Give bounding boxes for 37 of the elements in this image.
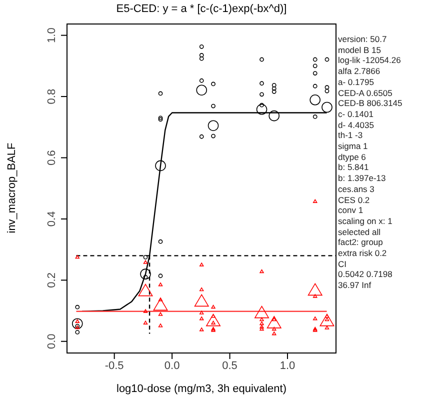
x-tick-label: 1.0 — [280, 360, 296, 372]
text: b: 5.841 — [338, 162, 370, 174]
x-tick-label: 0.0 — [164, 360, 180, 372]
text: ces.ans 3 — [338, 184, 376, 195]
text: scaling on x: 1 — [338, 216, 394, 227]
text: CED-B 806.3145 — [338, 98, 402, 109]
y-tick-label: 1.0 — [46, 28, 58, 43]
text: CI — [338, 258, 348, 270]
text: fact2: group — [338, 237, 384, 248]
text: log-lik -12054.26 — [338, 55, 402, 66]
y-tick-label: 0.4 — [46, 211, 58, 227]
text: c- 0.1401 — [338, 108, 374, 120]
x-axis-title: log10-dose (mg/m3, 3h equivalent) — [116, 383, 288, 395]
y-tick-label: 0.2 — [46, 272, 58, 288]
text: CES 0.2 — [338, 194, 371, 206]
text: CED-A 0.6505 — [338, 88, 394, 98]
text: th-1 -3 — [338, 130, 364, 142]
text: selected all — [338, 226, 382, 238]
text: sigma 1 — [338, 141, 369, 152]
text: alfa 2.7866 — [338, 66, 382, 77]
text: d- 4.4035 — [338, 120, 375, 130]
text: dtype 6 — [338, 152, 367, 162]
x-tick-label: -0.5 — [104, 360, 124, 372]
x-tick-label: 0.5 — [222, 360, 238, 372]
text: b: 1.397e-13 — [338, 173, 387, 184]
chart-title: E5-CED: y = a * [c-(c-1)exp(-bx^d)] — [115, 3, 288, 15]
text: conv 1 — [338, 205, 364, 216]
y-tick-label: 0.6 — [46, 150, 58, 166]
text: model B 15 — [338, 44, 382, 56]
text: 36.97 Inf — [338, 280, 372, 291]
y-axis-title: inv_macrop_BALF — [6, 142, 18, 234]
text: extra risk 0.2 — [338, 248, 388, 259]
text: a- 0.1795 — [338, 76, 375, 88]
y-tick-label: 0.8 — [46, 88, 58, 104]
text: version: 50.7 — [338, 34, 388, 45]
text: 0.5042 0.7198 — [338, 269, 394, 280]
y-tick-label: 0.0 — [46, 334, 58, 350]
